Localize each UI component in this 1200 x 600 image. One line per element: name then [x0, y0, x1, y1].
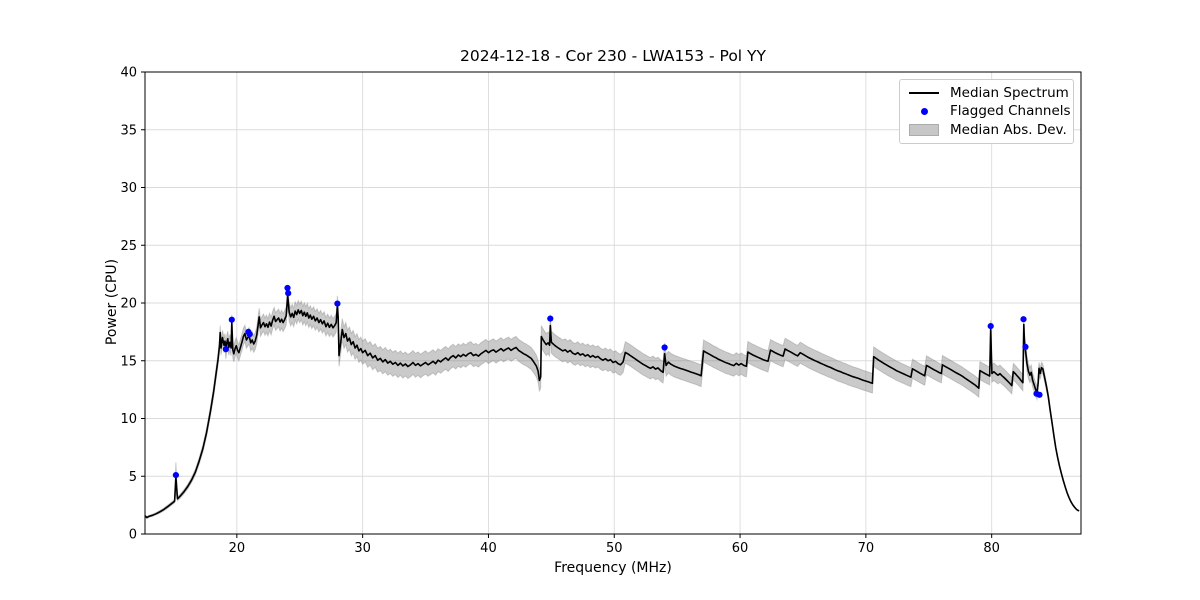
legend: Median Spectrum Flagged Channels Median … — [899, 79, 1074, 144]
flagged-channel-dot — [285, 290, 292, 297]
flagged-channel-dot — [987, 323, 994, 330]
flagged-channel-dot — [284, 284, 291, 292]
x-tick-label: 30 — [354, 541, 371, 556]
legend-label: Median Abs. Dev. — [950, 121, 1067, 138]
legend-patch-swatch — [907, 123, 941, 136]
flagged-channel-dot — [1020, 316, 1027, 323]
legend-dot-swatch — [907, 107, 941, 115]
median-spectrum-line — [144, 294, 1080, 519]
legend-label: Median Spectrum — [950, 85, 1069, 102]
y-tick-label: 25 — [120, 239, 137, 254]
y-tick-label: 0 — [129, 528, 137, 543]
y-tick-label: 15 — [120, 354, 137, 369]
flagged-channel-dot — [246, 331, 253, 338]
legend-label: Flagged Channels — [950, 103, 1071, 120]
x-tick-label: 50 — [606, 541, 623, 556]
flagged-channel-dot — [172, 472, 179, 479]
y-tick-label: 40 — [120, 66, 137, 81]
flagged-channel-dot — [661, 344, 668, 351]
flagged-channel-dot — [228, 316, 235, 323]
y-tick-label: 30 — [120, 181, 137, 196]
x-tick-label: 70 — [858, 541, 875, 556]
x-tick-label: 20 — [229, 541, 246, 556]
y-tick-label: 10 — [120, 412, 137, 427]
legend-line-swatch — [907, 92, 941, 95]
x-tick-label: 60 — [732, 541, 749, 556]
flagged-channel-dot — [1022, 343, 1029, 350]
y-tick-label: 20 — [120, 297, 137, 312]
legend-item-flagged-channels: Flagged Channels — [907, 102, 1071, 120]
mad-band — [144, 286, 1079, 520]
flagged-channel-dot — [334, 300, 341, 307]
flagged-channel-dot — [1036, 391, 1043, 398]
x-axis-label: Frequency (MHz) — [554, 560, 672, 576]
x-tick-label: 40 — [480, 541, 497, 556]
legend-item-median-spectrum: Median Spectrum — [907, 84, 1069, 102]
plot-title: 2024-12-18 - Cor 230 - LWA153 - Pol YY — [460, 47, 766, 65]
flagged-channel-dot — [222, 346, 229, 353]
y-tick-label: 5 — [129, 470, 137, 485]
y-tick-label: 35 — [120, 123, 137, 138]
flagged-channel-dot — [547, 315, 554, 322]
x-tick-label: 80 — [983, 541, 1000, 556]
legend-item-median-abs-dev: Median Abs. Dev. — [907, 121, 1067, 139]
